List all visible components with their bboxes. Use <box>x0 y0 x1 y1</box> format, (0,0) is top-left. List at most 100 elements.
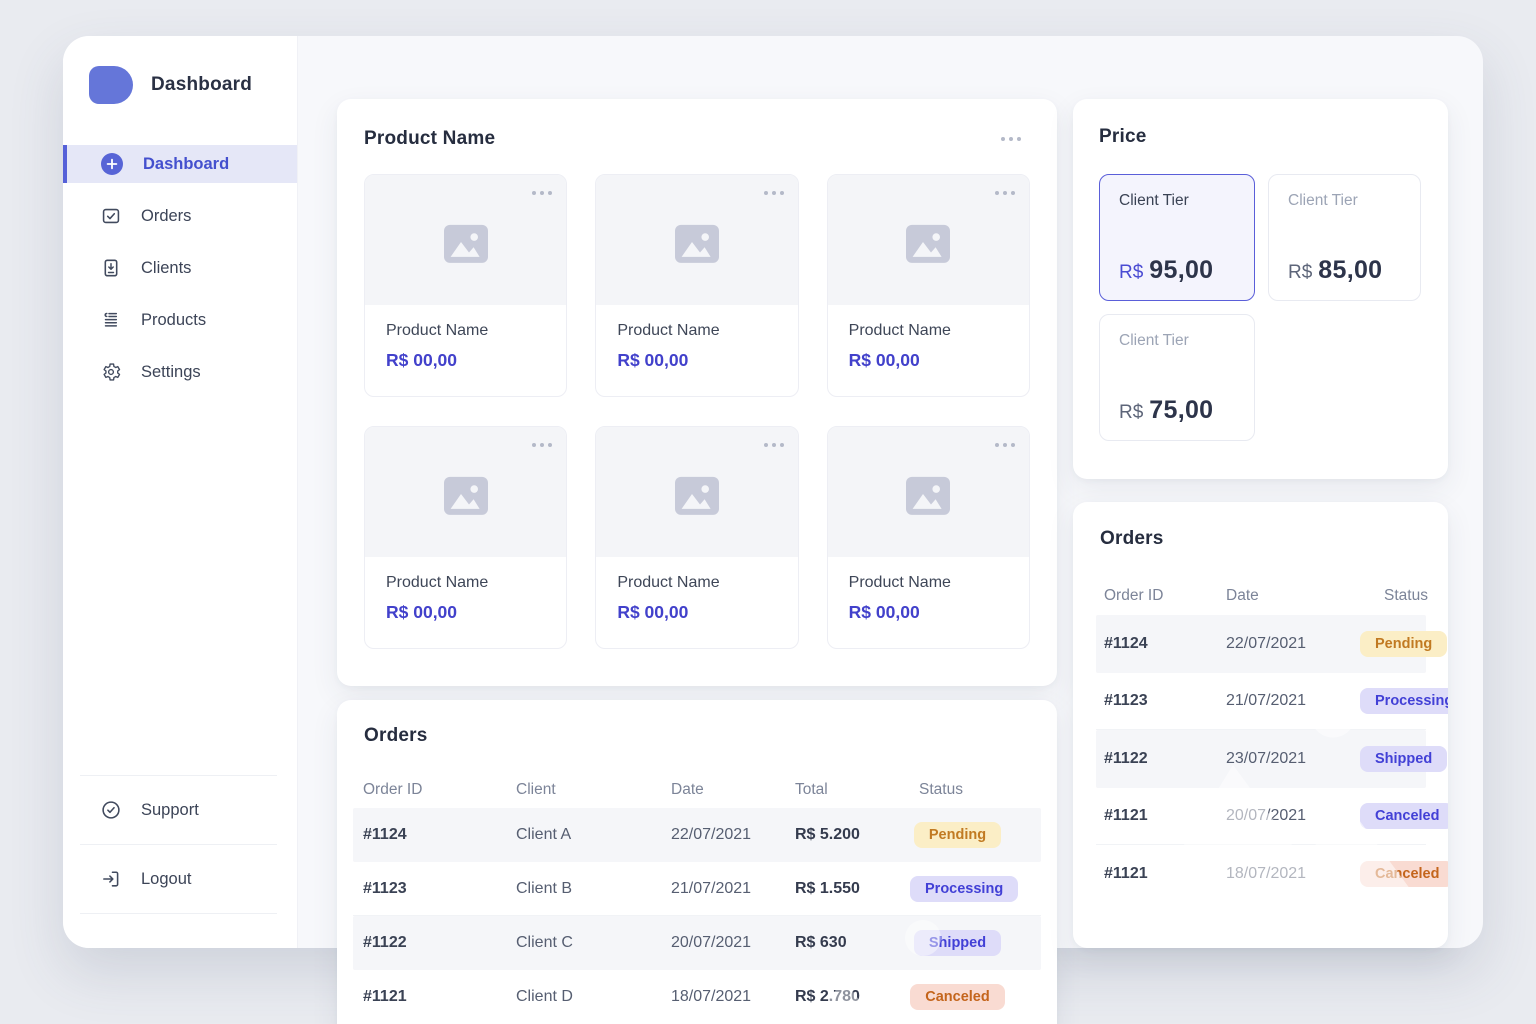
tier-amount: 85,00 <box>1318 256 1383 284</box>
products-card: Product Name Product Name R$ 00,00 <box>337 99 1057 686</box>
order-date: 22/07/2021 <box>1226 634 1307 652</box>
client-tier-option[interactable]: Client Tier R$ 95,00 <box>1099 174 1255 301</box>
ellipsis-menu-icon[interactable] <box>999 131 1023 147</box>
order-row[interactable]: #1124 22/07/2021 Pending <box>1096 615 1448 673</box>
order-date: 20/07/2021 <box>671 934 752 951</box>
product-image-area <box>596 175 798 305</box>
ellipsis-menu-icon[interactable] <box>993 185 1017 201</box>
ellipsis-menu-icon[interactable] <box>762 185 786 201</box>
col-status: Status <box>1384 587 1428 604</box>
order-row[interactable]: #1121 18/07/2021 Canceled <box>1096 845 1448 903</box>
order-status-cell: Pending <box>910 822 1031 848</box>
order-row[interactable]: #1122 Client C 20/07/2021 R$ 630 Shipped <box>353 916 1041 970</box>
order-row[interactable]: #1122 23/07/2021 Shipped <box>1096 730 1448 788</box>
status-badge: Canceled <box>910 984 1005 1010</box>
order-row[interactable]: #1124 Client A 22/07/2021 R$ 5.200 Pendi… <box>353 808 1041 862</box>
order-id: #1123 <box>1104 691 1148 709</box>
product-tile[interactable]: Product Name R$ 00,00 <box>595 426 799 649</box>
sidebar-footer-item[interactable]: Logout <box>80 859 277 899</box>
product-tile[interactable]: Product Name R$ 00,00 <box>364 426 568 649</box>
product-tile[interactable]: Product Name R$ 00,00 <box>826 174 1030 397</box>
ellipsis-menu-icon[interactable] <box>530 437 554 453</box>
order-date: 22/07/2021 <box>671 826 752 843</box>
order-status-cell: Canceled <box>1360 860 1448 887</box>
product-price: R$ 00,00 <box>386 602 458 622</box>
image-placeholder-icon <box>902 472 954 520</box>
brand-title: Dashboard <box>151 74 253 95</box>
order-id: #1122 <box>363 934 407 951</box>
sidebar-item[interactable]: Orders <box>63 197 297 235</box>
product-name: Product Name <box>386 574 489 591</box>
status-badge: Pending <box>1360 630 1448 657</box>
sidebar: Dashboard Dashboard Orders Clients <box>63 36 298 948</box>
product-name: Product Name <box>386 322 489 339</box>
order-date: 23/07/2021 <box>1226 749 1307 767</box>
order-client: Client B <box>516 879 573 897</box>
tier-label: Client Tier <box>1119 332 1189 349</box>
nav-icon <box>100 152 124 176</box>
order-id: #1122 <box>1104 749 1148 767</box>
sidebar-item[interactable]: Products <box>63 301 297 339</box>
tier-price: R$ 85,00 <box>1288 256 1401 285</box>
col-order-id: Order ID <box>1104 587 1164 604</box>
brand-logo-icon <box>89 66 133 104</box>
orders-summary-title: Orders <box>1100 528 1164 549</box>
order-date: 21/07/2021 <box>1226 691 1307 709</box>
ellipsis-menu-icon[interactable] <box>993 437 1017 453</box>
order-row[interactable]: #1123 21/07/2021 Processing <box>1096 673 1448 730</box>
sidebar-nav: Dashboard Orders Clients Products <box>63 145 297 391</box>
product-image-area <box>365 175 567 305</box>
client-tier-option[interactable]: Client Tier R$ 75,00 <box>1099 314 1255 441</box>
order-row[interactable]: #1121 20/07/2021 Canceled <box>1096 788 1448 845</box>
image-placeholder-icon <box>440 472 492 520</box>
orders-table-title: Orders <box>364 725 428 746</box>
sidebar-item[interactable]: Clients <box>63 249 297 287</box>
client-tier-option[interactable]: Client Tier R$ 85,00 <box>1268 174 1421 301</box>
order-date: 18/07/2021 <box>671 988 752 1005</box>
orders-summary-card: Orders Order ID Date Status #1124 22/07/… <box>1073 502 1448 948</box>
order-status-cell: Processing <box>910 875 1044 902</box>
order-id: #1124 <box>1104 634 1148 652</box>
order-row[interactable]: #1123 Client B 21/07/2021 R$ 1.550 Proce… <box>353 862 1041 916</box>
brand: Dashboard <box>63 36 297 104</box>
product-tile[interactable]: Product Name R$ 00,00 <box>826 426 1030 649</box>
status-badge: Processing <box>910 875 1019 902</box>
orders-summary-body: #1124 22/07/2021 Pending #1123 21/07/202… <box>1096 615 1448 903</box>
order-status-cell: Canceled <box>910 984 1031 1010</box>
product-image-area <box>365 427 567 557</box>
ellipsis-menu-icon[interactable] <box>530 185 554 201</box>
sidebar-footer-item[interactable]: Support <box>80 790 277 830</box>
nav-label: Products <box>141 310 207 329</box>
order-date: 21/07/2021 <box>671 879 752 897</box>
sidebar-item[interactable]: Dashboard <box>63 145 297 183</box>
product-grid: Product Name R$ 00,00 Product Name R$ 00… <box>364 174 1030 649</box>
order-row[interactable]: #1121 Client D 18/07/2021 R$ 2.780 Cance… <box>353 970 1041 1024</box>
order-status-cell: Shipped <box>1360 745 1448 772</box>
divider <box>80 844 277 845</box>
status-badge: Shipped <box>913 930 1002 956</box>
col-order-id: Order ID <box>363 781 423 798</box>
col-date: Date <box>671 781 704 798</box>
order-id: #1121 <box>363 988 407 1005</box>
image-placeholder-icon <box>440 220 492 268</box>
product-price: R$ 00,00 <box>617 602 689 622</box>
tier-label: Client Tier <box>1288 192 1358 209</box>
product-image-area <box>827 427 1029 557</box>
order-id: #1121 <box>1104 864 1148 882</box>
order-client: Client D <box>516 988 573 1005</box>
footer-label: Support <box>141 800 199 819</box>
currency-symbol: R$ <box>1119 262 1144 283</box>
order-client: Client C <box>516 934 573 951</box>
footer-icon <box>100 868 122 890</box>
product-price: R$ 00,00 <box>386 350 458 370</box>
nav-icon <box>100 361 122 383</box>
ellipsis-menu-icon[interactable] <box>762 437 786 453</box>
sidebar-item[interactable]: Settings <box>63 353 297 391</box>
currency-symbol: R$ <box>1119 402 1144 423</box>
product-tile[interactable]: Product Name R$ 00,00 <box>595 174 799 397</box>
tier-price: R$ 95,00 <box>1119 256 1235 285</box>
nav-label: Dashboard <box>143 154 230 173</box>
divider <box>80 913 277 914</box>
order-status-cell: Processing <box>1360 687 1448 714</box>
product-tile[interactable]: Product Name R$ 00,00 <box>364 174 568 397</box>
